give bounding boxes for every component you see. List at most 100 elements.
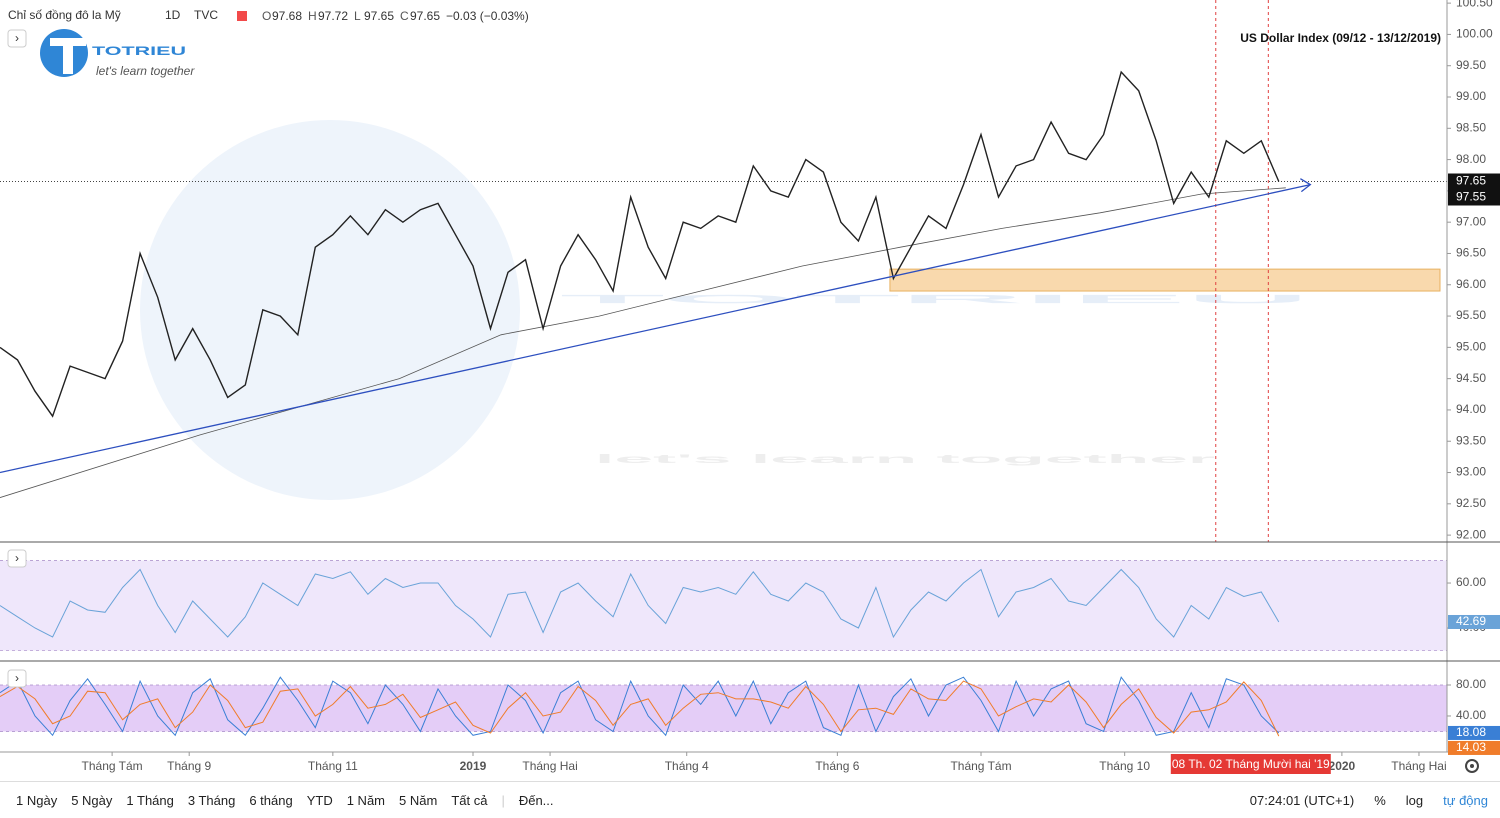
x-tick-label: Tháng 4 xyxy=(665,759,709,773)
settings-icon[interactable] xyxy=(1465,759,1479,773)
watermark-tagline: let's learn together xyxy=(595,452,1217,466)
y-tick-label: 94.50 xyxy=(1456,371,1486,385)
y-tick-label: 96.00 xyxy=(1456,277,1486,291)
osc-line xyxy=(0,676,1280,737)
price-badge xyxy=(1448,173,1500,190)
support-zone xyxy=(889,268,1441,292)
clock: 07:24:01 (UTC+1) xyxy=(1249,792,1355,808)
symbol: Chỉ số đồng đô la Mỹ xyxy=(8,8,121,22)
scale-option[interactable]: log xyxy=(1405,792,1424,808)
ohlc-label: L xyxy=(354,9,361,23)
change: −0.03 (−0.03%) xyxy=(446,9,529,23)
y-tick-label: 40.00 xyxy=(1456,708,1486,722)
y-tick-label: 100.00 xyxy=(1456,27,1493,41)
value-badge-label: 18.08 xyxy=(1456,725,1486,739)
y-tick-label: 99.50 xyxy=(1456,58,1486,72)
ohlc-value: 97.65 xyxy=(364,9,394,23)
svg-text:›: › xyxy=(15,671,19,685)
scale-option[interactable]: % xyxy=(1374,792,1386,808)
y-tick-label: 93.50 xyxy=(1456,433,1486,447)
cursor-badge xyxy=(1170,754,1331,774)
y-tick-label: 93.00 xyxy=(1456,465,1486,479)
y-tick-label: 100.50 xyxy=(1456,0,1493,9)
y-tick-label: 95.50 xyxy=(1456,308,1486,322)
toolbar-right: 07:24:01 (UTC+1) % log tự động xyxy=(1230,793,1500,808)
logo-tagline: let's learn together xyxy=(96,64,195,78)
range-button[interactable]: 1 Tháng xyxy=(126,792,174,808)
osc-line xyxy=(0,680,1280,737)
y-tick-label: 92.00 xyxy=(1456,527,1486,541)
watermark-circle xyxy=(140,120,520,500)
range-button[interactable]: Tất cả xyxy=(451,792,488,808)
x-tick-label: 2019 xyxy=(460,759,487,773)
trend-arrow xyxy=(1300,178,1312,193)
chart: TOTRIEU let's learn together 92.00 92.50 9… xyxy=(0,0,1500,774)
moving-average xyxy=(0,187,1286,498)
value-badge-label: 14.03 xyxy=(1456,740,1486,754)
price-badge-label: 97.55 xyxy=(1456,190,1486,204)
x-tick-label: Tháng Hai xyxy=(1391,759,1446,773)
pane-toggle[interactable]: › xyxy=(7,29,27,48)
osc-line xyxy=(0,568,1280,639)
y-tick-label: 94.00 xyxy=(1456,402,1486,416)
svg-text:›: › xyxy=(15,31,19,45)
range-button[interactable]: 5 Năm xyxy=(399,792,438,808)
interval: 1D xyxy=(165,8,181,22)
x-tick-label: 2020 xyxy=(1329,759,1356,773)
x-tick-label: Tháng 9 xyxy=(167,759,211,773)
x-tick-label: Tháng Tám xyxy=(82,759,143,773)
y-tick-label: 98.50 xyxy=(1456,120,1486,134)
value-badge-label: 42.69 xyxy=(1456,614,1486,628)
chart-title: US Dollar Index (09/12 - 13/12/2019) xyxy=(1240,31,1441,45)
pane-toggle[interactable]: › xyxy=(7,669,27,688)
ohlc-label: O xyxy=(262,9,271,23)
value-badge xyxy=(1448,614,1500,629)
ohlc-value: 97.72 xyxy=(318,9,348,23)
y-tick-label: 95.00 xyxy=(1456,340,1486,354)
x-tick-label: Tháng Hai xyxy=(522,759,577,773)
ohlc-label: C xyxy=(400,9,409,23)
pane-toggle[interactable]: › xyxy=(7,549,27,568)
logo-name: TOTRIEU xyxy=(92,44,186,58)
watermark: TOTRIEU let's learn together xyxy=(140,120,1310,500)
range-button[interactable]: 1 Năm xyxy=(346,792,386,808)
ohlc-label: H xyxy=(308,9,317,23)
x-tick-label: Tháng 6 xyxy=(815,759,859,773)
status-icon xyxy=(237,11,247,21)
range-button[interactable]: YTD xyxy=(306,792,333,808)
y-tick-label: 92.50 xyxy=(1456,496,1486,510)
range-button[interactable]: 3 Tháng xyxy=(187,792,236,808)
divider: | xyxy=(501,792,505,808)
logo-t xyxy=(50,38,86,74)
scale-option[interactable]: tự động xyxy=(1443,792,1488,808)
x-tick-label: Tháng 11 xyxy=(308,759,358,773)
trend-line xyxy=(0,183,1311,474)
watermark-name: TOTRIEU xyxy=(560,292,1310,306)
goto-button[interactable]: Đến... xyxy=(518,792,554,808)
cursor-label: 08 Th. 02 Tháng Mười hai '19 xyxy=(1172,757,1330,771)
scale-options: % log tự động xyxy=(1354,793,1488,808)
price-badge xyxy=(1448,189,1500,206)
y-tick-label: 60.00 xyxy=(1456,575,1486,589)
toolbar: 1 Ngày 5 Ngày 1 Tháng 3 Tháng 6 tháng YTD 1 Nă… xyxy=(0,781,1500,818)
x-tick-label: Tháng Tám xyxy=(950,759,1011,773)
ohlc-value: 97.65 xyxy=(410,9,440,23)
header: Chỉ số đồng đô la Mỹ 1D TVC O 97.68 H 97.72… xyxy=(8,8,529,23)
source: TVC xyxy=(194,8,218,22)
value-badge xyxy=(1448,725,1500,740)
osc-band xyxy=(0,684,1447,732)
y-tick-label: 99.00 xyxy=(1456,89,1486,103)
range-button[interactable]: 6 tháng xyxy=(249,792,293,808)
svg-text:›: › xyxy=(15,551,19,565)
range-button[interactable]: 5 Ngày xyxy=(71,792,113,808)
range-button[interactable]: 1 Ngày xyxy=(16,792,58,808)
logo: TOTRIEU let's learn together xyxy=(40,29,195,78)
y-tick-label: 80.00 xyxy=(1456,677,1486,691)
y-tick-label: 96.50 xyxy=(1456,246,1486,260)
price-badge-label: 97.65 xyxy=(1456,174,1486,188)
price-line xyxy=(0,70,1280,418)
range-buttons: 1 Ngày 5 Ngày 1 Tháng 3 Tháng 6 tháng YTD 1 Nă… xyxy=(0,793,487,808)
y-tick-label: 97.00 xyxy=(1456,214,1486,228)
osc-band xyxy=(0,560,1447,651)
